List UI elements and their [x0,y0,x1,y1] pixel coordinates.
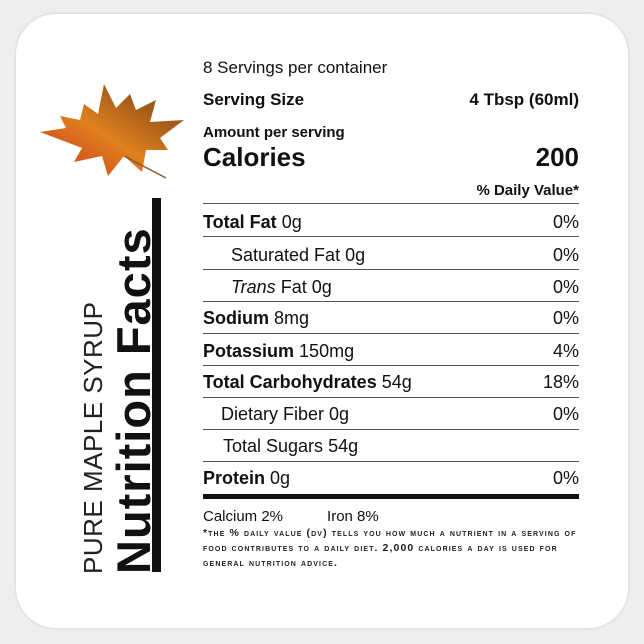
nutrient-name: Potassium [203,341,295,361]
calories-row: Calories 200 [203,142,579,173]
servings-row: 8 Servings per container [203,58,579,78]
nutrient-name: Sodium [203,308,269,328]
amount-per-serving: Amount per serving [203,124,345,141]
nutrient-amount: 54g [328,436,359,456]
nutrient-name: Protein [203,468,266,488]
divider [203,301,579,302]
nutrient-amount: 8mg [274,308,310,328]
divider [203,203,579,204]
nutrient-row: Potassium 150mg 4% [203,341,579,362]
serving-size-row: Serving Size 4 Tbsp (60ml) [203,90,579,110]
divider [203,461,579,462]
nutrient-dv: 18% [542,372,579,392]
nutrient-dv: 0% [552,245,579,265]
nutrient-amount: 0g [345,245,366,265]
divider [203,365,579,366]
nutrient-dv: 0% [552,308,579,328]
daily-value-header: % Daily Value* [476,182,579,199]
vitamins-row: Calcium 2% Iron 8% [203,508,579,525]
nutrient-amount: 0g [270,468,291,488]
nutrient-row: Total Carbohydrates 54g 18% [203,372,579,393]
serving-size-label: Serving Size [203,90,305,109]
nutrient-name: Saturated Fat [231,245,341,265]
thick-divider [203,494,579,499]
footnote: *The % Daily Value (DV) tells you how mu… [203,527,577,569]
nutrient-amount: 0g [329,404,350,424]
servings-text: 8 Servings per container [203,58,388,77]
calories-value: 200 [535,142,579,172]
nutrient-amount: 54g [381,372,412,392]
title-bar [152,198,161,572]
nutrient-row: Total Fat 0g 0% [203,212,579,233]
nutrient-row: Total Sugars 54g [203,436,579,457]
divider [203,236,579,237]
nutrient-dv: 4% [552,341,579,361]
nutrient-dv: 0% [552,468,579,488]
iron-text: Iron 8% [327,508,379,525]
nutrient-name: Dietary Fiber [221,404,325,424]
maple-leaf-icon [40,84,184,179]
daily-value-header-row: % Daily Value* [203,182,579,199]
nutrient-row: Protein 0g 0% [203,468,579,489]
nutrient-dv: 0% [552,277,579,297]
nutrient-row: Dietary Fiber 0g 0% [203,404,579,425]
divider [203,333,579,334]
divider [203,429,579,430]
nutrient-row: Trans Fat 0g 0% [203,277,579,298]
nutrient-row: Saturated Fat 0g 0% [203,245,579,266]
nutrient-name: Total Fat [203,212,277,232]
brand-text: PURE MAPLE SYRUP [78,301,108,574]
nutrient-dv: 0% [552,404,579,424]
nutrient-name: Total Carbohydrates [203,372,377,392]
nutrient-name: Fat [280,277,307,297]
nutrient-amount: 0g [281,212,302,232]
nutrient-dv: 0% [552,212,579,232]
amount-row: Amount per serving [203,124,579,141]
serving-size-value: 4 Tbsp (60ml) [469,90,579,109]
nutrient-amount: 0g [311,277,332,297]
nutrient-amount: 150mg [299,341,355,361]
divider [203,397,579,398]
divider [203,269,579,270]
calories-label: Calories [203,142,306,172]
nutrient-name-italic: Trans [231,277,276,297]
nutrient-name: Total Sugars [223,436,324,456]
calcium-text: Calcium 2% [203,508,284,525]
nutrient-row: Sodium 8mg 0% [203,308,579,329]
